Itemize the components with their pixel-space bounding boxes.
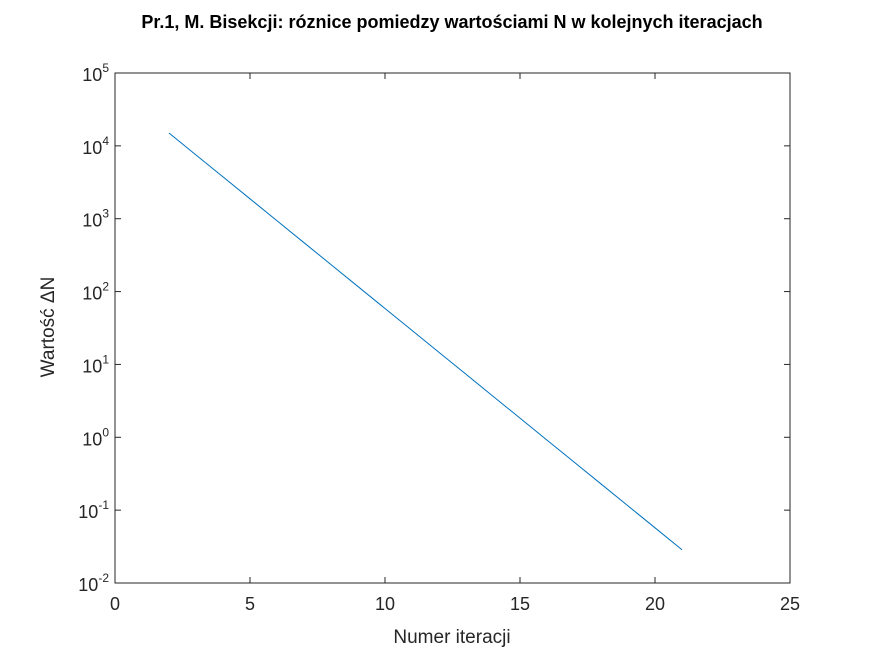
y-tick-base: 10: [82, 284, 102, 304]
y-tick-base: 10: [78, 575, 98, 595]
x-tick-label: 25: [780, 594, 800, 614]
y-tick-label: 100: [82, 425, 109, 449]
y-tick-label: 10-1: [78, 498, 109, 522]
series-line: [168, 132, 683, 551]
y-tick-exponent: 0: [102, 425, 109, 439]
y-tick-exponent: 4: [102, 134, 109, 148]
y-tick-label: 104: [82, 134, 109, 158]
y-tick-label: 10-2: [78, 571, 109, 595]
y-tick-label: 103: [82, 207, 109, 231]
plot-area: [115, 73, 790, 583]
x-tick-label: 10: [375, 594, 395, 614]
y-tick-base: 10: [82, 65, 102, 85]
y-tick-exponent: 2: [102, 280, 109, 294]
y-tick-exponent: -1: [98, 498, 109, 512]
labels-layer: Numer iteracji Wartość ΔN 0 5 10 15 20 2510-2…: [38, 61, 800, 648]
y-axis-label: Wartość ΔN: [38, 277, 59, 378]
y-tick-base: 10: [78, 502, 98, 522]
y-tick-label: 101: [82, 352, 109, 376]
x-axis-label: Numer iteracji: [393, 627, 510, 648]
y-tick-exponent: -2: [98, 571, 109, 585]
x-tick-label: 15: [510, 594, 530, 614]
y-tick-exponent: 3: [102, 207, 109, 221]
y-tick-exponent: 5: [102, 61, 109, 75]
y-tick-base: 10: [82, 356, 102, 376]
y-tick-base: 10: [82, 429, 102, 449]
x-tick-label: 0: [110, 594, 120, 614]
x-tick-label: 20: [645, 594, 665, 614]
plot-frame: [114, 72, 791, 584]
y-tick-exponent: 1: [102, 352, 109, 366]
y-tick-label: 102: [82, 280, 109, 304]
y-tick-label: 105: [82, 61, 109, 85]
y-tick-base: 10: [82, 138, 102, 158]
chart-title: Pr.1, M. Bisekcji: róznice pomiedzy wart…: [141, 12, 762, 32]
series-layer: [168, 132, 683, 551]
y-tick-base: 10: [82, 211, 102, 231]
x-tick-label: 5: [245, 594, 255, 614]
